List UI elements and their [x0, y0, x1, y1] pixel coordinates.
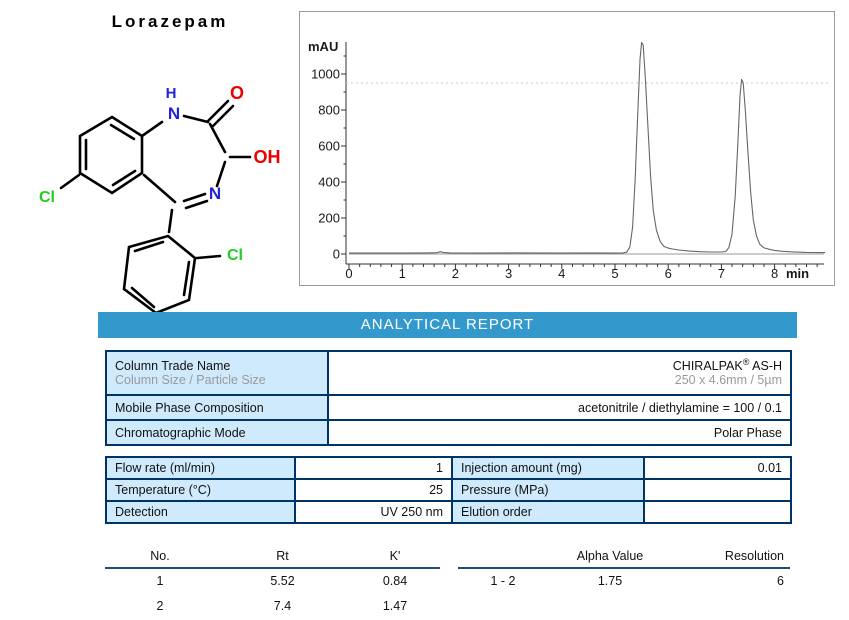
separation-results-table: Alpha Value Resolution 1 - 2 1.75 6	[458, 545, 790, 594]
molecule-title: Lorazepam	[111, 12, 229, 31]
conditions-table: Flow rate (ml/min) 1 Injection amount (m…	[105, 456, 792, 524]
chromatographic-mode-label: Chromatographic Mode	[105, 419, 329, 446]
svg-text:1000: 1000	[311, 67, 340, 82]
svg-text:400: 400	[318, 175, 340, 190]
injection-amount-label: Injection amount (mg)	[451, 456, 645, 480]
peak1-kprime: 0.84	[382, 574, 408, 588]
peak2-kprime: 1.47	[382, 599, 408, 613]
banner-title: ANALYTICAL REPORT	[360, 316, 535, 333]
pressure-label: Pressure (MPa)	[451, 478, 645, 502]
separation-results-header: Alpha Value Resolution	[458, 545, 790, 567]
mobile-phase-value: acetonitrile / diethylamine = 100 / 0.1	[327, 394, 792, 421]
chromatogram-panel: 0 200 400 600 800 1000 0 1 2 3 4 5 6 7 8 mAU min	[299, 11, 835, 286]
svg-text:600: 600	[318, 139, 340, 154]
atom-label-OH: OH	[254, 147, 281, 167]
svg-text:5: 5	[611, 266, 618, 281]
flow-rate-label: Flow rate (ml/min)	[105, 456, 296, 480]
peak2-no: 2	[156, 599, 164, 613]
svg-text:4: 4	[558, 266, 565, 281]
detection-value: UV 250 nm	[294, 500, 453, 524]
elution-order-label: Elution order	[451, 500, 645, 524]
header-rule	[458, 567, 790, 569]
atom-label-N4: N	[209, 184, 221, 203]
chromatogram-svg: 0 200 400 600 800 1000 0 1 2 3 4 5 6 7 8 mAU min	[308, 39, 831, 281]
svg-text:0: 0	[333, 247, 340, 262]
atom-label-O: O	[230, 83, 244, 103]
mobile-phase-label: Mobile Phase Composition	[105, 394, 329, 421]
svg-text:1: 1	[399, 266, 406, 281]
svg-text:mAU: mAU	[308, 39, 338, 54]
header-resolution: Resolution	[724, 549, 784, 563]
column-trade-name-value-cell: CHIRALPAK® AS-H 250 x 4.6mm / 5µm	[327, 350, 792, 396]
detection-label: Detection	[105, 500, 296, 524]
svg-text:2: 2	[452, 266, 459, 281]
column-trade-name-label: Column Trade Name	[115, 359, 231, 373]
column-size-value: 250 x 4.6mm / 5µm	[674, 373, 782, 387]
svg-text:3: 3	[505, 266, 512, 281]
header-rt: Rt	[276, 549, 289, 563]
column-trade-name-value: CHIRALPAK® AS-H	[672, 356, 782, 373]
peak-row-2: 2 7.4 1.47	[105, 594, 440, 619]
peak2-rt: 7.4	[273, 599, 292, 613]
header-kprime: K'	[389, 549, 401, 563]
peak-results-header: No. Rt K'	[105, 545, 440, 567]
column-trade-name-label-cell: Column Trade Name Column Size / Particle…	[105, 350, 329, 396]
atom-label-Cl-right: Cl	[227, 247, 243, 264]
peak1-rt: 5.52	[270, 574, 295, 588]
atom-label-Cl-left: Cl	[39, 189, 55, 206]
svg-text:800: 800	[318, 103, 340, 118]
header-alpha-value: Alpha Value	[576, 549, 644, 563]
peak-row-1: 1 5.52 0.84	[105, 569, 440, 594]
flow-rate-value: 1	[294, 456, 453, 480]
injection-amount-value: 0.01	[643, 456, 792, 480]
elution-order-value	[643, 500, 792, 524]
column-size-label: Column Size / Particle Size	[115, 373, 266, 387]
svg-text:0: 0	[345, 266, 352, 281]
pair-label: 1 - 2	[490, 574, 516, 588]
temperature-label: Temperature (°C)	[105, 478, 296, 502]
svg-text:200: 200	[318, 211, 340, 226]
atom-label-H: H	[166, 85, 177, 102]
peak-results-table: No. Rt K' 1 5.52 0.84 2 7.4 1.47	[105, 545, 440, 619]
analytical-report-banner: ANALYTICAL REPORT	[98, 312, 797, 338]
alpha-value: 1.75	[597, 574, 623, 588]
svg-text:8: 8	[771, 266, 778, 281]
pressure-value	[643, 478, 792, 502]
peak1-no: 1	[156, 574, 164, 588]
temperature-value: 25	[294, 478, 453, 502]
molecule-structure-svg: H N O OH N Cl Cl	[39, 83, 281, 315]
svg-text:6: 6	[665, 266, 672, 281]
molecule-atom-labels: H N O OH N Cl Cl	[39, 83, 281, 264]
header-no: No.	[150, 549, 170, 563]
svg-text:7: 7	[718, 266, 725, 281]
separation-row-1: 1 - 2 1.75 6	[458, 569, 790, 594]
resolution-value: 6	[777, 574, 784, 588]
atom-label-N1: N	[168, 104, 180, 123]
registered-mark: ®	[742, 356, 750, 367]
chromatographic-mode-value: Polar Phase	[327, 419, 792, 446]
header-pair	[458, 545, 548, 567]
svg-text:min: min	[786, 266, 809, 281]
column-info-table: Column Trade Name Column Size / Particle…	[105, 350, 792, 446]
molecule-bonds	[59, 99, 252, 315]
header-rule	[105, 567, 440, 569]
